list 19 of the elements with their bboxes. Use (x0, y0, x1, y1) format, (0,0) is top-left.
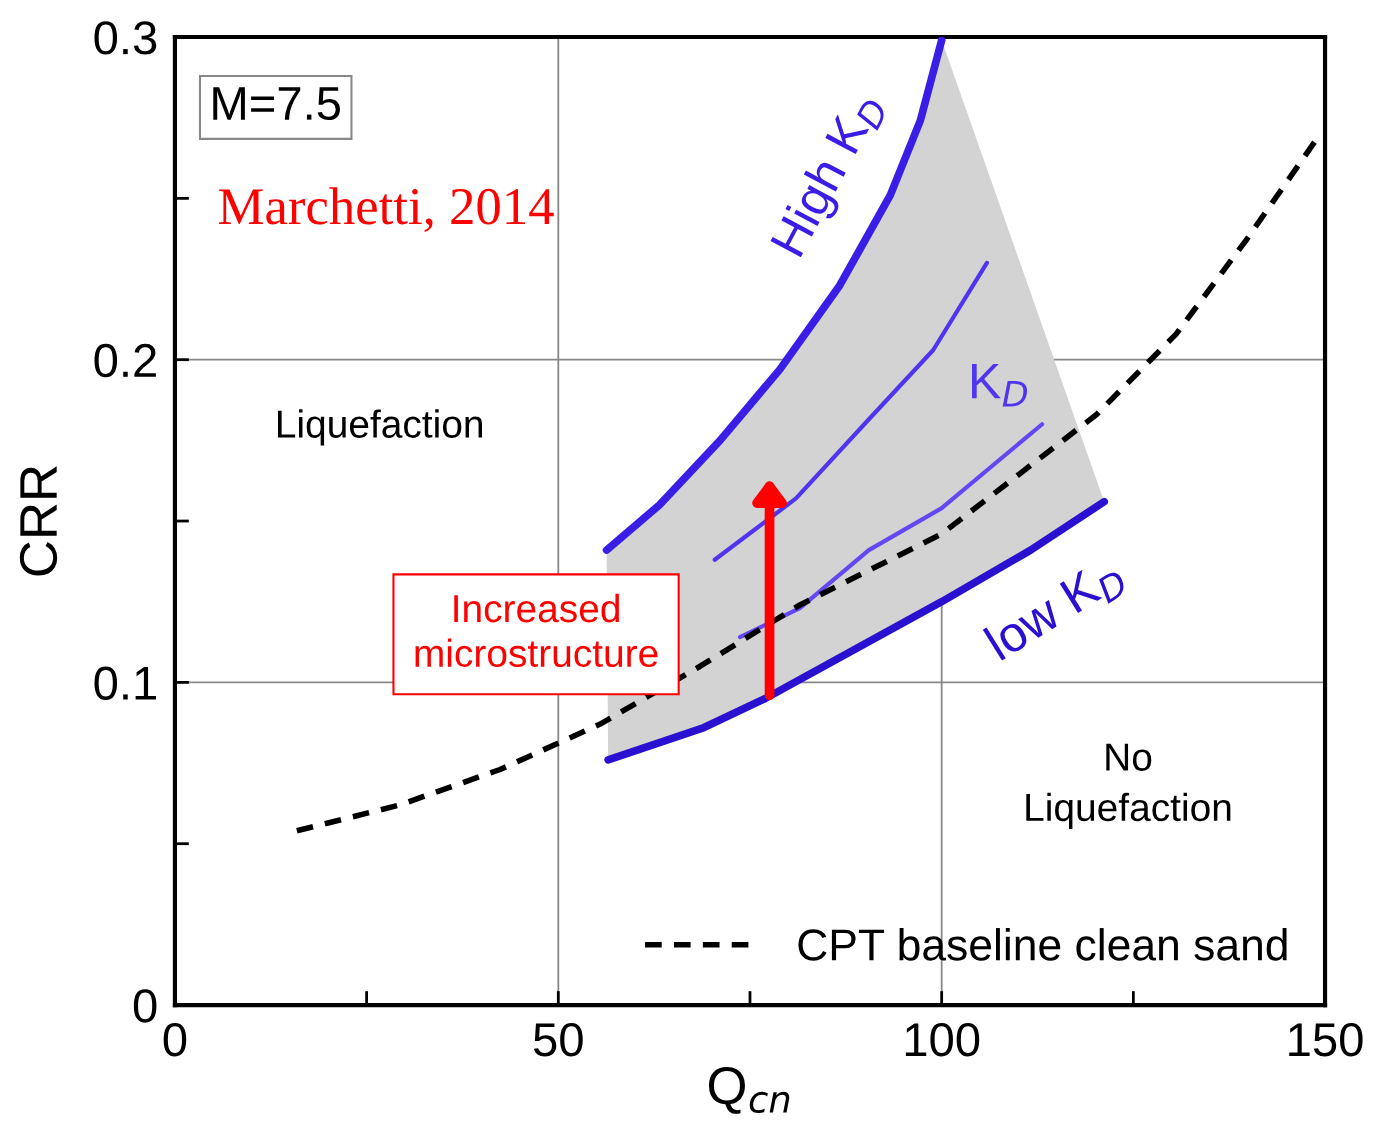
y-tick-label: 0.1 (94, 666, 156, 700)
x-axis-title: Q$_{cn}$ (708, 1067, 790, 1114)
annotation: Liquefaction (277, 409, 483, 446)
y-tick-label: 0 (133, 989, 157, 1023)
text: low K$_{D}$ (982, 553, 1130, 668)
text: High K$_{D}$ (768, 88, 891, 263)
annotation: Increased microstructure (415, 593, 658, 668)
series-label: K$_{D}$ (972, 363, 1028, 407)
annotation: M=7.5 (213, 87, 341, 121)
x-tick-label: 50 (533, 1022, 583, 1057)
x-tick-label: 150 (1289, 1022, 1363, 1057)
y-axis-title: CRR (19, 466, 58, 576)
annotation: No Liquefaction (1026, 743, 1231, 829)
annotation: Marchetti, 2014 (219, 187, 554, 233)
x-tick-label: 0 (163, 1022, 187, 1057)
legend-label: CPT baseline clean sand (798, 928, 1287, 961)
y-tick-label: 0.2 (94, 343, 156, 378)
x-tick-label: 100 (905, 1022, 980, 1057)
y-tick-label: 0.3 (94, 21, 157, 55)
